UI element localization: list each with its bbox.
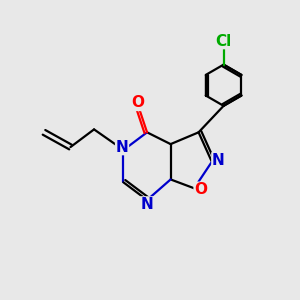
Text: N: N (212, 153, 225, 168)
Text: N: N (141, 197, 153, 212)
Text: O: O (132, 95, 145, 110)
Text: O: O (194, 182, 207, 197)
Text: Cl: Cl (215, 34, 232, 49)
Text: N: N (116, 140, 128, 154)
